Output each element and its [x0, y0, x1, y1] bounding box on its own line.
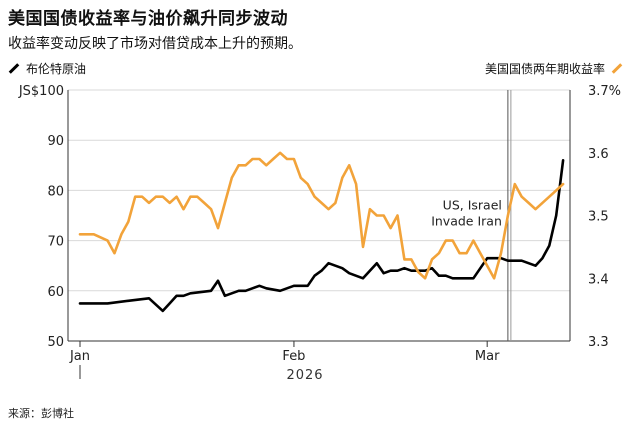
- y-left-tick-label: 60: [47, 285, 64, 300]
- legend-oil: 布伦特原油: [8, 60, 86, 77]
- x-tick-label: Jan: [69, 349, 90, 364]
- y-right-tick-label: 3.7%: [588, 84, 621, 99]
- y-left-tick-label: 80: [47, 184, 64, 199]
- y-right-tick-label: 3.5: [588, 210, 609, 225]
- y-right-tick-label: 3.6: [588, 147, 609, 162]
- chart-title: 美国国债收益率与油价飙升同步波动: [8, 9, 288, 29]
- y-right-tick-label: 3.4: [588, 272, 609, 287]
- y-left-tick-label: 50: [47, 335, 64, 350]
- annotation-label: Invade Iran: [431, 213, 502, 228]
- x-tick-label: Mar: [475, 349, 500, 364]
- legend-oil-label: 布伦特原油: [26, 62, 87, 76]
- x-tick-label: Feb: [282, 349, 305, 364]
- series-oil-line: [78, 159, 565, 313]
- legend-yield-label: 美国国债两年期收益率: [484, 62, 605, 76]
- y-left-tick-label: JS$100: [18, 84, 64, 99]
- annotation-label: US, Israel: [443, 197, 502, 212]
- y-left-tick-label: 90: [47, 134, 64, 149]
- chart-subtitle: 收益率变动反映了市场对借贷成本上升的预期。: [8, 36, 302, 52]
- legend-yield: 美国国债两年期收益率: [485, 60, 623, 77]
- source-note: 来源：彭博社: [8, 407, 74, 420]
- series-yield-line: [78, 151, 565, 280]
- y-right-tick-label: 3.3: [588, 335, 609, 350]
- y-left-tick-label: 70: [47, 235, 64, 250]
- x-year-label: 2026: [286, 368, 323, 383]
